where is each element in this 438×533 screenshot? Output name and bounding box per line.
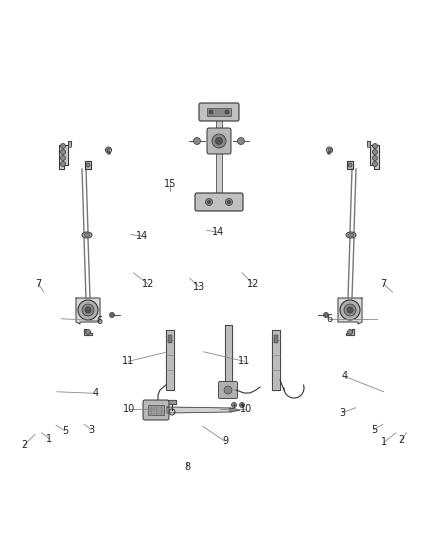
Ellipse shape bbox=[84, 233, 90, 237]
Circle shape bbox=[226, 198, 233, 206]
Circle shape bbox=[344, 304, 356, 316]
Polygon shape bbox=[84, 329, 92, 335]
Circle shape bbox=[85, 329, 91, 335]
Bar bbox=[148, 405, 164, 415]
Circle shape bbox=[347, 307, 353, 313]
Text: 12: 12 bbox=[247, 279, 259, 289]
Circle shape bbox=[348, 163, 352, 167]
Bar bbox=[207, 108, 231, 116]
Circle shape bbox=[372, 149, 378, 155]
Polygon shape bbox=[347, 161, 353, 169]
Text: 7: 7 bbox=[381, 279, 387, 289]
Circle shape bbox=[240, 402, 244, 408]
Circle shape bbox=[209, 110, 213, 114]
Circle shape bbox=[224, 386, 232, 394]
Circle shape bbox=[340, 300, 360, 320]
Bar bbox=[68, 141, 71, 147]
Circle shape bbox=[194, 138, 201, 144]
Bar bbox=[367, 141, 370, 147]
Text: 6: 6 bbox=[326, 314, 332, 324]
Ellipse shape bbox=[346, 232, 356, 238]
Text: 5: 5 bbox=[371, 425, 377, 434]
Bar bbox=[216, 119, 222, 195]
FancyBboxPatch shape bbox=[207, 128, 231, 154]
Circle shape bbox=[347, 329, 353, 335]
Polygon shape bbox=[230, 408, 240, 412]
Circle shape bbox=[78, 300, 98, 320]
Text: 3: 3 bbox=[339, 408, 346, 417]
Polygon shape bbox=[225, 325, 232, 383]
Text: 5: 5 bbox=[62, 426, 68, 435]
Text: 2: 2 bbox=[21, 440, 27, 450]
FancyBboxPatch shape bbox=[199, 103, 239, 121]
Text: 11: 11 bbox=[238, 357, 251, 366]
Polygon shape bbox=[167, 407, 230, 413]
Text: 7: 7 bbox=[35, 279, 42, 289]
Polygon shape bbox=[168, 400, 176, 404]
Circle shape bbox=[372, 156, 378, 160]
Text: 4: 4 bbox=[92, 389, 99, 398]
Polygon shape bbox=[338, 298, 362, 324]
Bar bbox=[168, 335, 172, 343]
Circle shape bbox=[60, 149, 66, 155]
Circle shape bbox=[110, 312, 114, 318]
Circle shape bbox=[225, 110, 229, 114]
Text: 10: 10 bbox=[240, 405, 252, 414]
Circle shape bbox=[208, 200, 211, 204]
Circle shape bbox=[237, 138, 244, 144]
Circle shape bbox=[82, 304, 94, 316]
Text: 3: 3 bbox=[88, 425, 94, 434]
Text: 10: 10 bbox=[123, 405, 135, 414]
FancyBboxPatch shape bbox=[143, 400, 169, 420]
Polygon shape bbox=[166, 330, 174, 390]
Circle shape bbox=[107, 149, 110, 151]
Circle shape bbox=[212, 134, 226, 148]
Ellipse shape bbox=[82, 232, 92, 238]
Text: 15: 15 bbox=[164, 179, 176, 189]
Circle shape bbox=[328, 149, 331, 151]
Circle shape bbox=[215, 138, 223, 144]
Ellipse shape bbox=[348, 233, 354, 237]
Text: 13: 13 bbox=[193, 282, 205, 292]
Polygon shape bbox=[85, 161, 91, 169]
Circle shape bbox=[372, 161, 378, 166]
Circle shape bbox=[205, 198, 212, 206]
Text: 2: 2 bbox=[398, 435, 404, 445]
Circle shape bbox=[85, 307, 91, 313]
Text: 1: 1 bbox=[381, 438, 387, 447]
Polygon shape bbox=[346, 329, 354, 335]
Text: 1: 1 bbox=[46, 434, 52, 443]
FancyBboxPatch shape bbox=[195, 193, 243, 211]
Bar bbox=[274, 335, 278, 343]
Text: 11: 11 bbox=[122, 357, 134, 366]
Polygon shape bbox=[59, 141, 71, 169]
Text: 12: 12 bbox=[142, 279, 154, 289]
Circle shape bbox=[324, 312, 328, 318]
Text: 4: 4 bbox=[341, 372, 347, 381]
Polygon shape bbox=[367, 141, 379, 169]
Polygon shape bbox=[76, 298, 100, 324]
Circle shape bbox=[372, 143, 378, 149]
Text: 14: 14 bbox=[136, 231, 148, 241]
Circle shape bbox=[86, 163, 90, 167]
Polygon shape bbox=[272, 330, 280, 390]
Circle shape bbox=[227, 200, 230, 204]
Text: 6: 6 bbox=[97, 316, 103, 326]
Circle shape bbox=[60, 143, 66, 149]
Circle shape bbox=[60, 161, 66, 166]
Text: 9: 9 bbox=[222, 437, 228, 446]
Text: 14: 14 bbox=[212, 228, 224, 237]
Text: 8: 8 bbox=[184, 462, 190, 472]
Circle shape bbox=[60, 156, 66, 160]
FancyBboxPatch shape bbox=[219, 382, 237, 399]
Circle shape bbox=[232, 402, 237, 408]
